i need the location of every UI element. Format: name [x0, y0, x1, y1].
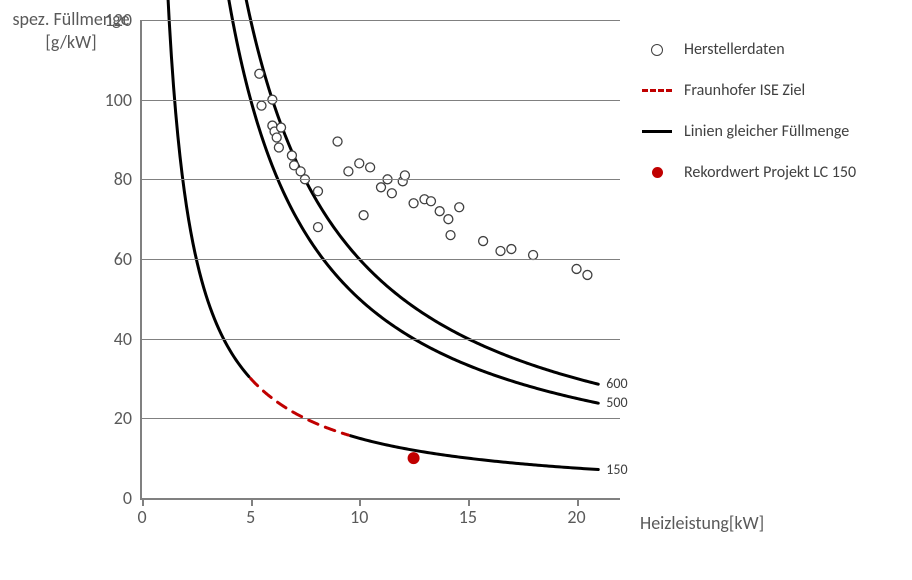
y-tick-label: 80	[114, 168, 142, 190]
legend-item-herstellerdaten: Herstellerdaten	[640, 40, 856, 59]
x-axis-label: Heizleistung[kW]	[640, 512, 764, 534]
x-tick-label: 20	[567, 498, 585, 528]
y-tick-label: 120	[105, 9, 142, 31]
gridline	[142, 20, 620, 21]
plot-area: 02040608010012005101520150500600	[140, 20, 620, 500]
curve-label-600: 600	[606, 375, 627, 392]
solid-red-circle-icon	[640, 167, 674, 178]
curve-label-150: 150	[606, 461, 627, 478]
gridline	[142, 179, 620, 180]
y-tick-label: 40	[114, 328, 142, 350]
x-tick-label: 5	[246, 498, 255, 528]
x-tick-label: 10	[350, 498, 368, 528]
x-tick-label: 15	[459, 498, 477, 528]
legend-label: Fraunhofer ISE Ziel	[684, 81, 805, 100]
y-tick-label: 100	[105, 89, 142, 111]
curve-label-500: 500	[606, 394, 627, 411]
legend-item-iso: Linien gleicher Füllmenge	[640, 122, 856, 141]
x-tick-label: 0	[137, 498, 146, 528]
hollow-circle-icon	[640, 44, 674, 56]
solid-black-icon	[640, 130, 674, 133]
y-tick-label: 20	[114, 407, 142, 429]
gridline	[142, 100, 620, 101]
legend-item-record: Rekordwert Projekt LC 150	[640, 163, 856, 182]
legend-label: Herstellerdaten	[684, 40, 785, 59]
chart-container: spez. Füllmenge [g/kW] Heizleistung[kW] …	[0, 0, 912, 580]
gridline	[142, 339, 620, 340]
legend: Herstellerdaten Fraunhofer ISE Ziel Lini…	[640, 40, 856, 204]
gridline	[142, 418, 620, 419]
legend-label: Rekordwert Projekt LC 150	[684, 163, 856, 182]
dash-red-icon	[640, 89, 674, 92]
y-tick-label: 60	[114, 248, 142, 270]
legend-label: Linien gleicher Füllmenge	[684, 122, 849, 141]
gridline	[142, 259, 620, 260]
legend-item-fraunhofer: Fraunhofer ISE Ziel	[640, 81, 856, 100]
